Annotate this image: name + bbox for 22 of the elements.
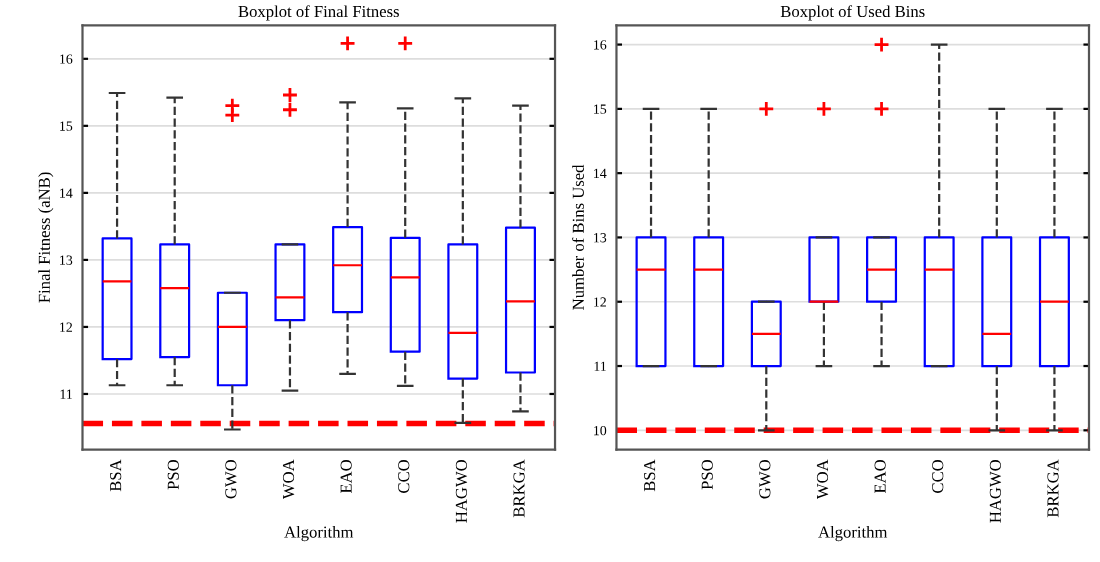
y-axis-title: Number of Bins Used	[572, 164, 584, 310]
x-axis-title: Algorithm	[284, 525, 354, 542]
x-tick-label: WOA	[282, 459, 295, 500]
x-tick-label: GWO	[225, 460, 237, 499]
x-tick-label: EAO	[340, 460, 352, 494]
x-tick-label: CCO	[932, 460, 944, 493]
x-tick-label: HAGWO	[989, 460, 1002, 523]
x-tick-label: CCO	[398, 460, 410, 493]
x-tick-label: PSO	[701, 460, 713, 490]
x-tick-label: BSA	[110, 459, 122, 492]
x-axis-title: Algorithm	[818, 525, 888, 542]
x-tick-label: BRKGA	[513, 459, 525, 518]
chart-title: Boxplot of Final Fitness	[238, 5, 399, 21]
x-tick-label: BSA	[644, 459, 656, 492]
chart-title: Boxplot of Used Bins	[780, 5, 925, 21]
x-tick-label: PSO	[167, 460, 179, 490]
x-tick-label: BRKGA	[1047, 459, 1059, 518]
x-tick-label: EAO	[874, 460, 886, 494]
x-tick-label: HAGWO	[455, 460, 468, 523]
x-tick-label: WOA	[816, 459, 829, 500]
x-tick-label: GWO	[759, 460, 771, 499]
y-axis-title: Final Fitness (aNB)	[38, 172, 54, 303]
